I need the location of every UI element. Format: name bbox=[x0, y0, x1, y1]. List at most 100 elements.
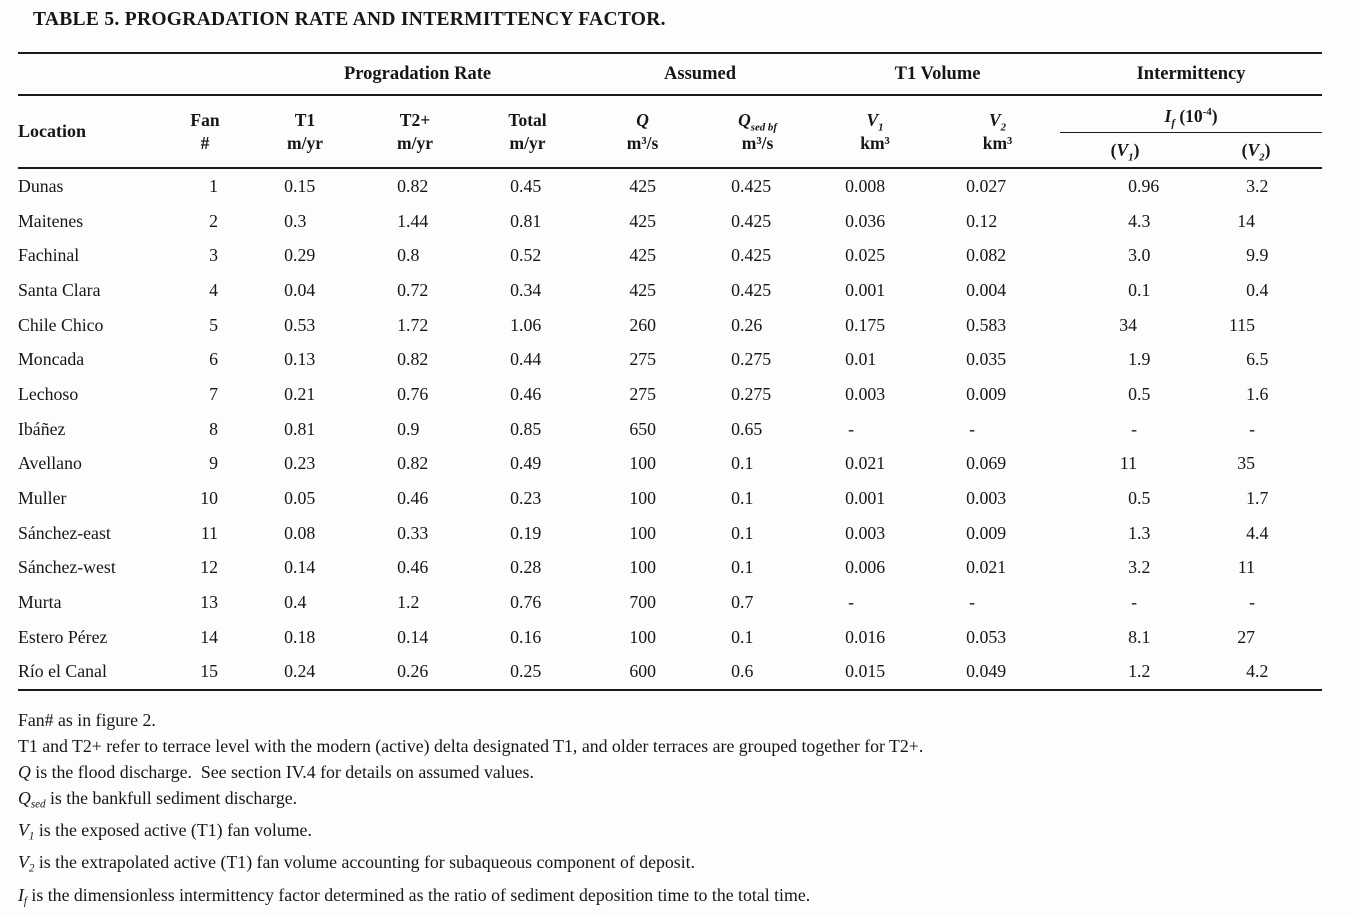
value-cell: 600 bbox=[585, 654, 701, 692]
table-title: TABLE 5. PROGRADATION RATE AND INTERMITT… bbox=[33, 9, 666, 30]
value-cell: 0.96 bbox=[1128, 175, 1160, 196]
table-row: Chile Chico 5 0.53 1.72 1.06 260 0.26 0.175 0.58… bbox=[18, 308, 1322, 343]
value-cell: 0.81 bbox=[510, 210, 542, 231]
value-cell: 3 bbox=[209, 245, 218, 266]
col-header-total: Total m/yr bbox=[470, 95, 586, 169]
value-cell: 0.28 bbox=[510, 557, 542, 578]
value-cell: 100 bbox=[629, 453, 657, 474]
table-row: Estero Pérez 14 0.18 0.14 0.16 100 0.1 0.016 0.0… bbox=[18, 620, 1322, 655]
value-cell: 0.175 bbox=[845, 314, 886, 335]
ifv1-subscript: 1 bbox=[1128, 151, 1134, 164]
group-intermittency: Intermittency bbox=[1060, 52, 1323, 96]
value-cell: 11 bbox=[1119, 453, 1138, 474]
col-header-t1: T1 m/yr bbox=[250, 95, 360, 169]
t2plus-unit: m/yr bbox=[397, 132, 433, 153]
value-cell: 0.5 bbox=[1128, 488, 1151, 509]
value-cell: - bbox=[848, 418, 855, 439]
value-cell: 0.81 bbox=[284, 418, 316, 439]
value-cell: 0.21 bbox=[284, 383, 316, 404]
value-cell: 4 bbox=[209, 279, 218, 300]
value-cell: 27 bbox=[1237, 626, 1256, 647]
col-header-if-v2: (V2) bbox=[1190, 132, 1323, 169]
value-cell: 9.9 bbox=[1246, 245, 1269, 266]
value-cell: 0.009 bbox=[966, 383, 1007, 404]
q-unit: m³/s bbox=[626, 132, 659, 153]
col-header-location: Location bbox=[18, 95, 160, 169]
value-cell: 0.19 bbox=[510, 522, 542, 543]
value-cell: 0.425 bbox=[731, 279, 772, 300]
value-cell: 650 bbox=[629, 418, 657, 439]
value-cell: 425 bbox=[629, 245, 657, 266]
value-cell: 0.1 bbox=[731, 453, 754, 474]
value-cell: 12 bbox=[200, 557, 218, 578]
value-cell: 10 bbox=[200, 488, 218, 509]
v1-unit: km³ bbox=[860, 132, 890, 153]
value-cell: 100 bbox=[629, 626, 657, 647]
value-cell: 5 bbox=[209, 314, 218, 335]
value-cell: 0.7 bbox=[731, 592, 754, 613]
value-cell: 4.4 bbox=[1246, 522, 1269, 543]
group-spacer bbox=[18, 52, 250, 96]
value-cell: 0.1 bbox=[731, 557, 754, 578]
location-cell: Estero Pérez bbox=[18, 626, 108, 647]
value-cell: 0.035 bbox=[966, 349, 1007, 370]
value-cell: 0.003 bbox=[845, 383, 886, 404]
col-header-if-v1: (V1) bbox=[1060, 132, 1191, 169]
location-cell: Chile Chico bbox=[18, 314, 104, 335]
value-cell: 0.021 bbox=[966, 557, 1007, 578]
value-cell: 1.3 bbox=[1128, 522, 1151, 543]
value-cell: 0.46 bbox=[397, 557, 429, 578]
value-cell: 14 bbox=[1237, 210, 1256, 231]
value-cell: 1.72 bbox=[397, 314, 429, 335]
value-cell: 0.13 bbox=[284, 349, 316, 370]
t1-label: T1 bbox=[294, 109, 316, 130]
value-cell: 11 bbox=[200, 522, 218, 543]
value-cell: 100 bbox=[629, 488, 657, 509]
table-row: Murta 13 0.4 1.2 0.76 700 0.7 - - - - bbox=[18, 585, 1322, 620]
ifv2-symbol: V bbox=[1247, 139, 1260, 160]
subcolumn-header-row: (V1) (V2) bbox=[18, 132, 1323, 169]
value-cell: 0.009 bbox=[966, 522, 1007, 543]
table-body: Dunas 1 0.15 0.82 0.45 425 0.425 0.008 0.027 0.96… bbox=[18, 168, 1323, 692]
value-cell: 0.76 bbox=[510, 592, 542, 613]
value-cell: 0.23 bbox=[284, 453, 316, 474]
value-cell: 425 bbox=[629, 210, 657, 231]
t1-unit: m/yr bbox=[287, 132, 323, 153]
ifv1-close: ) bbox=[1133, 139, 1140, 160]
v2-symbol: V bbox=[988, 109, 1001, 130]
qsed-unit: m³/s bbox=[741, 132, 774, 153]
value-cell: 0.85 bbox=[510, 418, 542, 439]
group-progradation-rate: Progradation Rate bbox=[250, 52, 586, 96]
footnotes: Fan# as in figure 2. T1 and T2+ refer to … bbox=[18, 708, 1359, 915]
location-cell: Fachinal bbox=[18, 245, 80, 266]
group-t1-volume: T1 Volume bbox=[815, 52, 1061, 96]
table-row: Maitenes 2 0.3 1.44 0.81 425 0.425 0.036 0.12 4.3… bbox=[18, 204, 1322, 239]
value-cell: 8 bbox=[209, 418, 218, 439]
group-header-row: Progradation Rate Assumed T1 Volume Inte… bbox=[18, 52, 1323, 96]
value-cell: 0.82 bbox=[397, 453, 429, 474]
value-cell: 275 bbox=[629, 383, 657, 404]
value-cell: 0.425 bbox=[731, 210, 772, 231]
location-cell: Sánchez-west bbox=[18, 557, 116, 578]
value-cell: 275 bbox=[629, 349, 657, 370]
value-cell: 0.46 bbox=[397, 488, 429, 509]
total-label: Total bbox=[508, 109, 547, 130]
value-cell: 6 bbox=[209, 349, 218, 370]
value-cell: 0.036 bbox=[845, 210, 886, 231]
value-cell: 425 bbox=[629, 279, 657, 300]
value-cell: 700 bbox=[629, 592, 657, 613]
value-cell: 0.65 bbox=[731, 418, 763, 439]
qsed-symbol: Q bbox=[738, 109, 751, 130]
value-cell: 0.021 bbox=[845, 453, 886, 474]
value-cell: 3.2 bbox=[1246, 175, 1269, 196]
if-exponent: -4 bbox=[1202, 106, 1212, 119]
value-cell: - bbox=[969, 592, 976, 613]
value-cell: 0.006 bbox=[845, 557, 886, 578]
value-cell: 0.15 bbox=[284, 175, 316, 196]
value-cell: 0.003 bbox=[845, 522, 886, 543]
value-cell: 0.025 bbox=[845, 245, 886, 266]
value-cell: 0.33 bbox=[397, 522, 429, 543]
ifv1-open: ( bbox=[1110, 139, 1117, 160]
value-cell: 0.001 bbox=[845, 279, 886, 300]
